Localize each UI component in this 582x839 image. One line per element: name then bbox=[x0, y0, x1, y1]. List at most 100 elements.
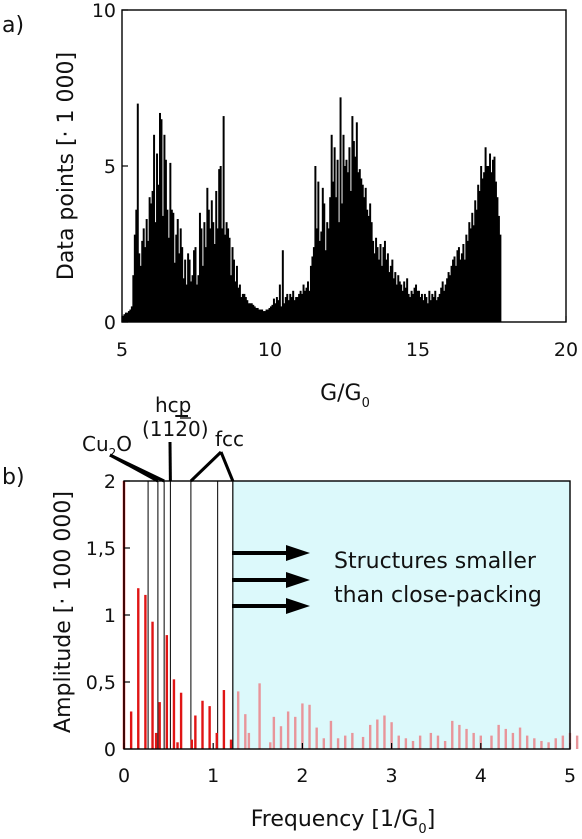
panel-a-bar bbox=[336, 159, 339, 322]
panel-a-bar bbox=[153, 134, 156, 322]
panel-b-bar bbox=[368, 724, 372, 749]
panel-b-xtick-label: 1 bbox=[207, 765, 219, 787]
panel-b-bar bbox=[533, 738, 536, 749]
panel-a-bar bbox=[397, 275, 400, 322]
panel-a-bar bbox=[216, 228, 219, 322]
panel-a-bar bbox=[388, 272, 391, 322]
panel-a-bar bbox=[203, 222, 206, 322]
panel-a-ytick-label: 0 bbox=[104, 312, 116, 334]
panel-b-bars bbox=[122, 481, 579, 749]
panel-a-bar bbox=[444, 284, 447, 322]
panel-b-ytick-label: 1 bbox=[104, 605, 116, 627]
panel-a-bar bbox=[478, 190, 481, 322]
panel-a-bar bbox=[434, 290, 437, 322]
panel-b-shaded-region bbox=[232, 481, 570, 749]
panel-b-bar bbox=[247, 732, 251, 749]
panel-b-bar bbox=[361, 736, 365, 749]
panel-a-bar bbox=[267, 309, 270, 322]
panel-b-bar bbox=[344, 735, 347, 749]
panel-b: b) 0 1 2 3 4 5 0 0,5 1 1,5 2 Amplitude [· 100 000]… bbox=[2, 393, 579, 837]
panel-a-bar bbox=[147, 240, 150, 322]
panel-a-bar bbox=[262, 311, 265, 322]
panel-a-bar bbox=[130, 306, 133, 322]
panel-a-bar bbox=[320, 231, 323, 322]
panel-a-bar bbox=[123, 314, 126, 322]
panel-a-bar bbox=[305, 287, 308, 322]
panel-b-bar bbox=[236, 691, 240, 749]
panel-a-bar bbox=[281, 250, 284, 322]
panel-a-bar bbox=[219, 166, 222, 322]
panel-a-bar bbox=[265, 309, 268, 322]
panel-b-label: b) bbox=[2, 465, 25, 490]
panel-a-bar bbox=[398, 281, 401, 322]
panel-a-bar bbox=[141, 240, 144, 322]
panel-a-bar bbox=[406, 278, 409, 322]
panel-b-bar bbox=[458, 724, 461, 749]
panel-b-bar bbox=[397, 735, 400, 749]
panel-a-bar bbox=[224, 234, 227, 322]
panel-a-bar bbox=[381, 265, 383, 322]
panel-a-bar bbox=[466, 240, 469, 322]
panel-a-bar bbox=[187, 253, 190, 322]
panel-b-bar bbox=[411, 740, 415, 749]
panel-a-bar bbox=[418, 290, 420, 322]
panel-b-bar bbox=[472, 732, 475, 749]
panel-a-bar bbox=[394, 272, 397, 322]
panel-b-xlabel-suffix: ] bbox=[427, 807, 436, 832]
panel-a-bar bbox=[172, 212, 175, 322]
panel-b-bar bbox=[244, 714, 247, 749]
panel-a-bar bbox=[447, 272, 450, 322]
panel-a-bar bbox=[247, 303, 250, 322]
panel-a-bar bbox=[129, 309, 132, 322]
panel-b-bar bbox=[208, 706, 211, 749]
panel-a-bar bbox=[493, 156, 496, 322]
panel-a-bar bbox=[431, 293, 434, 322]
panel-a-bar bbox=[469, 228, 472, 322]
panel-a-bar bbox=[376, 247, 379, 322]
panel-a-bar bbox=[167, 237, 170, 322]
panel-b-xlabel-sub: 0 bbox=[418, 822, 426, 837]
panel-a-bar bbox=[127, 311, 130, 322]
panel-a-bar bbox=[243, 293, 246, 322]
panel-a-bar bbox=[332, 181, 335, 322]
panel-b-bar bbox=[258, 683, 261, 749]
panel-a-bar bbox=[194, 247, 197, 322]
panel-a-bar bbox=[271, 304, 274, 322]
panel-b-bar bbox=[172, 679, 176, 749]
panel-a-bar bbox=[452, 259, 455, 322]
panel-a-bar bbox=[497, 215, 500, 322]
panel-a-bar bbox=[136, 103, 139, 322]
panel-a-bar bbox=[335, 197, 338, 322]
panel-a-bar bbox=[201, 265, 204, 322]
panel-b-xlabel-main: Frequency [1/G bbox=[251, 807, 419, 832]
panel-a-bar bbox=[270, 306, 272, 322]
panel-b-bar bbox=[158, 702, 161, 749]
panel-a-bar bbox=[457, 247, 460, 322]
panel-b-bar bbox=[151, 621, 154, 749]
panel-a-bar bbox=[490, 172, 493, 322]
panel-b-bar bbox=[497, 724, 500, 749]
panel-a-bar bbox=[437, 297, 440, 322]
panel-a-ytick-label: 10 bbox=[92, 0, 116, 22]
panel-a-bar bbox=[298, 293, 301, 322]
panel-a-bar bbox=[422, 300, 425, 322]
panel-a-bar bbox=[308, 290, 311, 322]
panel-a-bar bbox=[235, 265, 238, 322]
panel-a-bar bbox=[474, 200, 477, 322]
panel-b-bar bbox=[479, 735, 482, 749]
panel-a-bar bbox=[139, 265, 142, 322]
panel-a-bar bbox=[333, 147, 336, 322]
panel-a-bar bbox=[409, 297, 412, 322]
panel-a-bar bbox=[351, 116, 354, 322]
arrow-1 bbox=[232, 545, 310, 561]
panel-b-bar bbox=[418, 735, 422, 749]
panel-b-bar bbox=[554, 738, 557, 749]
panel-a-xlabel-main: G/G bbox=[320, 381, 362, 406]
panel-a-bar bbox=[274, 303, 277, 322]
panel-b-bar bbox=[336, 738, 340, 749]
panel-a-bar bbox=[244, 297, 247, 322]
panel-a-bar bbox=[296, 297, 299, 322]
panel-a-bar bbox=[369, 203, 372, 322]
panel-a-bar bbox=[169, 162, 172, 322]
panel-a-bar bbox=[295, 297, 298, 322]
